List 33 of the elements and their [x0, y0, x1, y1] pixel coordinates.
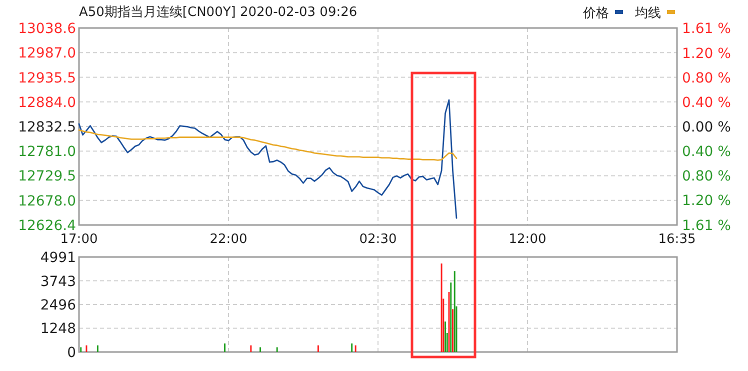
y-tick-label: 12678.0: [18, 193, 76, 210]
legend-label: 价格: [582, 6, 609, 21]
x-tick-label: 17:00: [60, 232, 98, 247]
y-tick-label: 0: [67, 345, 76, 361]
y2-tick-label: 1.20 %: [682, 192, 731, 209]
y-tick-label: 3743: [40, 274, 76, 290]
line-series: [78, 129, 458, 161]
y-tick-label: 12626.4: [18, 218, 76, 234]
legend-label: 均线: [634, 6, 661, 21]
y-tick-label: 4991: [40, 250, 76, 266]
y2-tick-label: 1.61 %: [682, 218, 731, 234]
y2-tick-label: 0.80 %: [682, 70, 731, 87]
x-tick-label: 02:30: [359, 232, 397, 247]
y-tick-label: 12781.0: [18, 144, 76, 160]
x-tick-label: 22:00: [210, 232, 248, 247]
y2-tick-label: 0.80 %: [682, 168, 731, 184]
x-tick-label: 12:00: [508, 232, 546, 247]
chart-title: A50期指当月连续[CN00Y] 2020-02-03 09:26: [79, 5, 358, 20]
y-tick-label: 12987.0: [18, 46, 76, 62]
y-tick-label: 12884.0: [18, 94, 76, 111]
y-tick-label: 12729.5: [18, 168, 76, 185]
y2-tick-label: 1.20 %: [682, 46, 731, 62]
x-tick-label: 16:35: [658, 232, 696, 247]
line-series: [78, 99, 458, 219]
y2-tick-label: 1.61 %: [682, 21, 731, 37]
y-tick-label: 2496: [40, 297, 76, 314]
y-tick-label: 13038.6: [18, 21, 76, 37]
y2-tick-label: 0.40 %: [682, 95, 731, 112]
y-tick-label: 1248: [40, 321, 76, 338]
y-tick-label: 12832.5: [18, 120, 76, 136]
y2-tick-label: 0.40 %: [682, 144, 731, 160]
y2-tick-label: 0.00 %: [682, 120, 731, 136]
y-tick-label: 12935.5: [18, 70, 76, 86]
